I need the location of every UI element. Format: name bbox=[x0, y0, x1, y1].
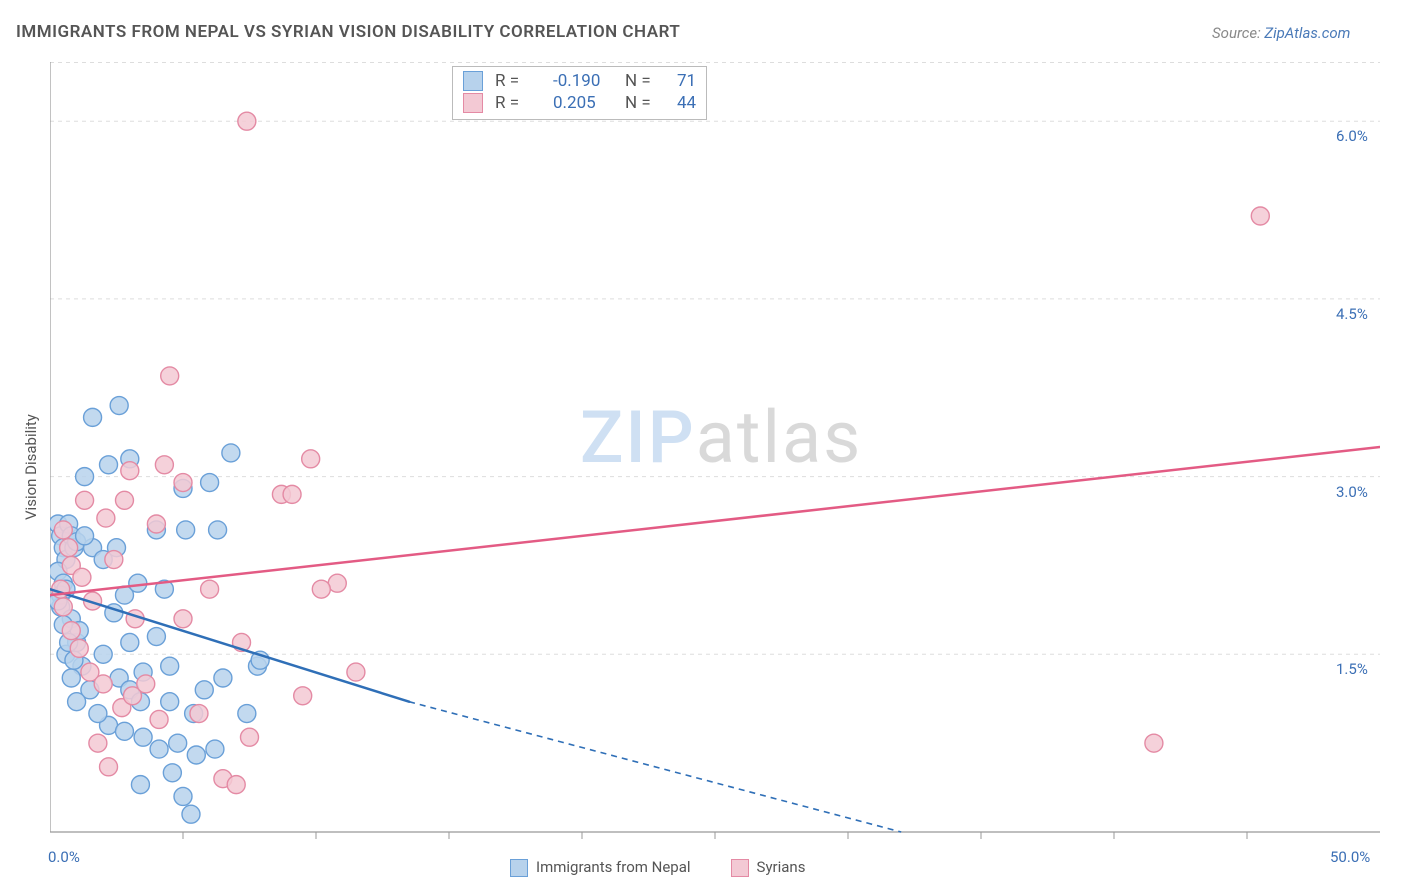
scatter-plot bbox=[50, 62, 1380, 862]
y-tick-label: 3.0% bbox=[1336, 483, 1368, 501]
source-link[interactable]: ZipAtlas.com bbox=[1264, 24, 1350, 42]
source-label: Source: bbox=[1212, 24, 1261, 42]
legend-swatch bbox=[463, 71, 483, 91]
series-legend: Immigrants from Nepal Syrians bbox=[510, 858, 805, 877]
legend-item: Immigrants from Nepal bbox=[510, 858, 691, 877]
chart-title: IMMIGRANTS FROM NEPAL VS SYRIAN VISION D… bbox=[16, 22, 680, 42]
x-axis-min-label: 0.0% bbox=[48, 848, 80, 866]
y-tick-label: 4.5% bbox=[1336, 305, 1368, 323]
correlation-legend: R =-0.190N =71R =0.205N =44 bbox=[452, 66, 707, 120]
legend-row: R =-0.190N =71 bbox=[463, 71, 696, 91]
x-axis-max-label: 50.0% bbox=[1330, 848, 1370, 866]
legend-swatch bbox=[463, 93, 483, 113]
chart-container: IMMIGRANTS FROM NEPAL VS SYRIAN VISION D… bbox=[0, 0, 1406, 892]
legend-label: Syrians bbox=[757, 858, 806, 876]
legend-item: Syrians bbox=[731, 858, 806, 877]
legend-label: Immigrants from Nepal bbox=[536, 858, 691, 876]
y-axis-label: Vision Disability bbox=[22, 414, 40, 520]
legend-swatch bbox=[731, 859, 749, 877]
y-tick-label: 6.0% bbox=[1336, 127, 1368, 145]
legend-row: R =0.205N =44 bbox=[463, 93, 696, 113]
legend-swatch bbox=[510, 859, 528, 877]
source-attribution: Source: ZipAtlas.com bbox=[1212, 24, 1350, 42]
y-tick-label: 1.5% bbox=[1336, 660, 1368, 678]
